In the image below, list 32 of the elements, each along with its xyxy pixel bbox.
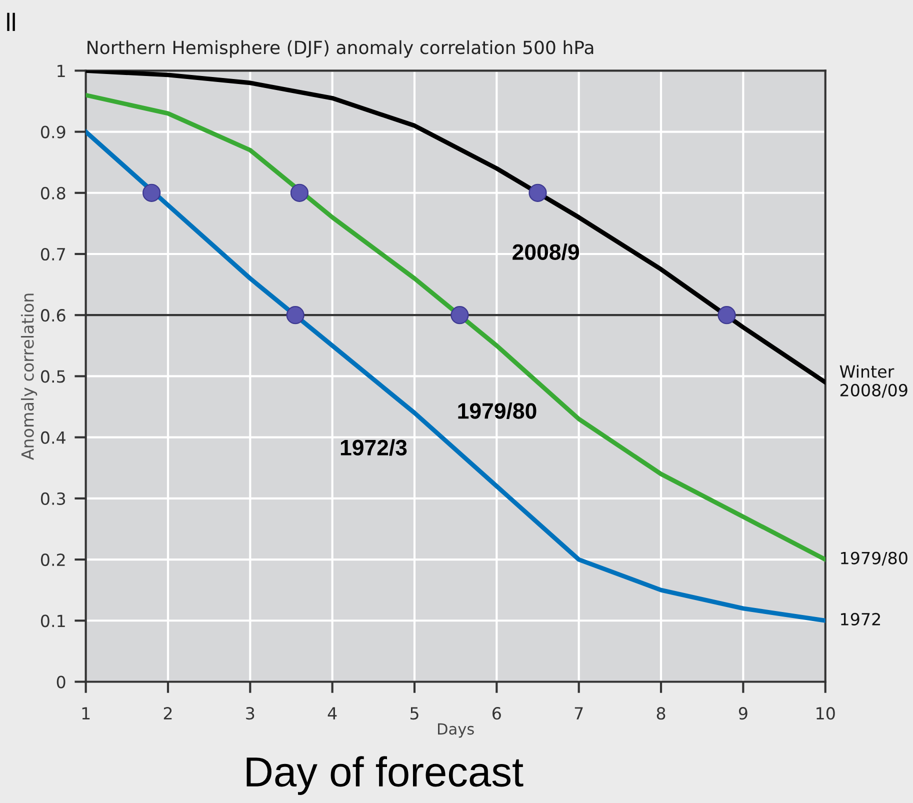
x-tick-label: 10: [816, 707, 835, 720]
x-tick-label: 2: [164, 707, 172, 720]
y-tick-label: 0.3: [40, 492, 66, 505]
annotation: 1972/3: [340, 439, 407, 456]
x-tick-label: 4: [328, 707, 337, 720]
x-tick-label: 1: [82, 707, 90, 720]
text: ll: [7, 12, 15, 31]
y-tick-label: 0: [56, 676, 66, 688]
y-tick-label: 0.2: [40, 553, 65, 566]
x-tick-label: 5: [410, 707, 418, 720]
chart-title: Northern Hemisphere (DJF) anomaly correlation 500 hPa: [88, 40, 594, 58]
x-tick-label: 8: [656, 707, 666, 720]
annotation: 1979/80: [458, 402, 536, 420]
series-label: 1972: [841, 612, 880, 626]
y-tick-label: 0.1: [40, 614, 65, 628]
x-tick-label: 6: [492, 707, 501, 720]
y-tick-label: 0.8: [40, 186, 66, 200]
x-tick-label: 9: [738, 707, 748, 720]
y-tick-label: 1: [58, 64, 65, 77]
y-tick-label: 0.4: [40, 431, 66, 444]
x-axis-title: Days: [438, 723, 474, 738]
x-tick-label: 3: [246, 707, 254, 720]
y-tick-label: 0.9: [40, 126, 66, 138]
text: Day of forecast: [246, 756, 524, 795]
y-axis-title: Anomaly correlation: [20, 294, 38, 460]
series-label: 1979/80: [841, 552, 908, 566]
y-tick-label: 0.5: [40, 370, 65, 383]
y-tick-label: 0.6: [40, 309, 66, 322]
x-tick-label: 7: [574, 707, 583, 720]
series-label: Winter 2008/09: [840, 364, 908, 398]
y-tick-label: 0.7: [40, 248, 65, 261]
annotation: 2008/9: [512, 244, 579, 260]
